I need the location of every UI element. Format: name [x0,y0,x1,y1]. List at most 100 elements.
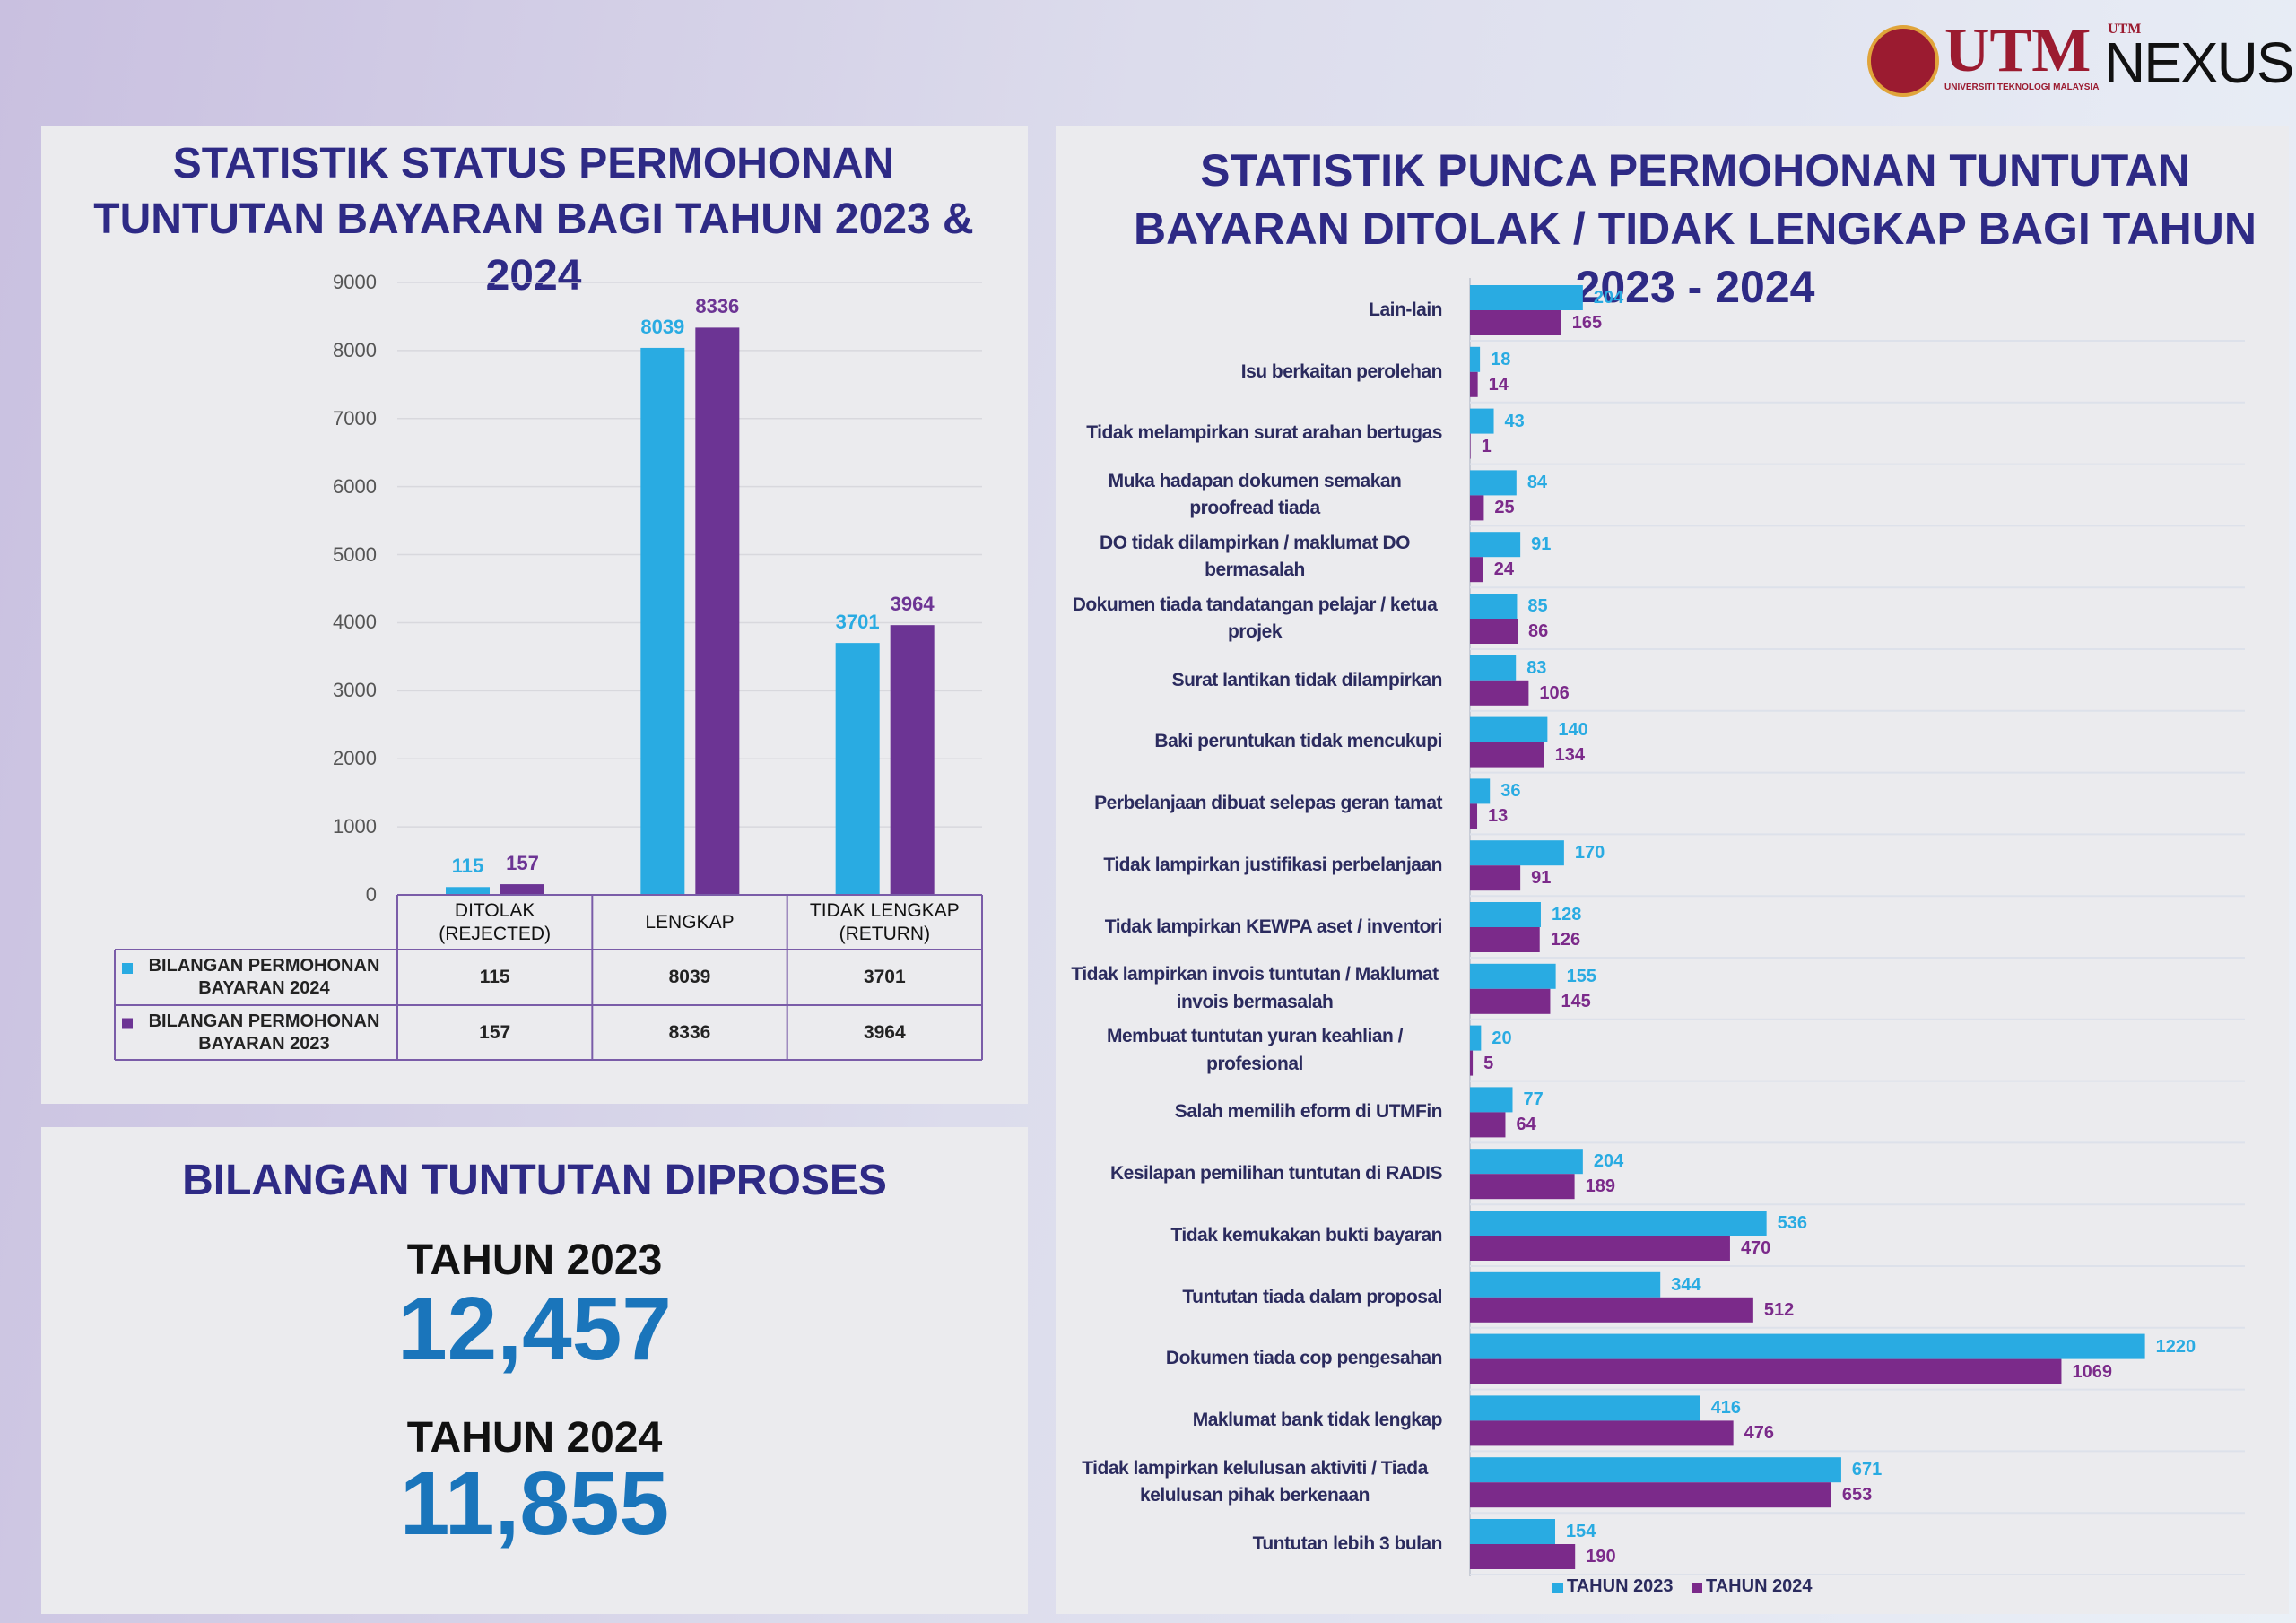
summary-label: TAHUN 2023 [406,1237,663,1284]
table-cell: 3701 [863,967,906,987]
table-cell: 157 [479,1022,511,1043]
data-label: 13 [1488,806,1509,827]
bar [1470,865,1521,891]
data-label: 3701 [835,611,880,634]
bar [1470,557,1483,583]
x-tick-label: LENGKAP [645,911,735,933]
bar [835,643,880,895]
y-tick-label: 9000 [333,271,377,293]
status-title: STATISTIK STATUS PERMOHONAN TUNTUTAN BAY… [93,140,974,299]
data-label: 86 [1528,621,1549,641]
category-label: Tidak lampirkan kelulusan aktiviti / Tia… [1082,1457,1428,1506]
bar [1470,716,1548,742]
bar [1470,1358,2062,1384]
category-label: Kesilapan pemilihan tuntutan di RADIS [1109,1162,1443,1184]
data-label: 155 [1566,966,1596,986]
bar [1470,1297,1753,1323]
status-panel [41,126,1028,1104]
y-tick-label: 0 [365,883,377,906]
category-label: Tuntutan tiada dalam proposal [1182,1286,1442,1307]
category-label: Tidak lampirkan KEWPA aset / inventori [1104,916,1443,937]
category-label: Tuntutan lebih 3 bulan [1252,1532,1443,1554]
bar [1470,778,1491,804]
legend-label: BILANGAN PERMOHONAN BAYARAN 2024 [148,956,380,998]
data-label: 14 [1488,374,1509,395]
bar [695,327,740,895]
data-label: 190 [1586,1547,1616,1567]
bar [1470,495,1484,521]
data-label: 476 [1744,1423,1775,1444]
bar [1470,680,1529,706]
bar [1470,742,1544,768]
category-label: Dokumen tiada tandatangan pelajar / ketu… [1072,594,1438,642]
bar [1470,655,1517,681]
data-label: 204 [1593,288,1624,308]
bar [890,625,935,895]
summary-value: 11,855 [399,1454,670,1554]
category-label: Tidak lampirkan justifikasi perbelanjaan [1103,854,1442,875]
data-label: 8336 [695,295,740,318]
data-label: 416 [1710,1398,1741,1419]
summary-title: BILANGAN TUNTUTAN DIPROSES [182,1157,887,1204]
table-cell: 8039 [668,967,711,987]
bar [1470,988,1551,1014]
y-tick-label: 1000 [333,815,377,838]
bar [1470,1236,1730,1261]
category-label: Maklumat bank tidak lengkap [1192,1410,1443,1431]
bar [446,887,490,895]
data-label: 115 [451,855,484,878]
legend-label: TAHUN 2024 [1706,1576,1813,1596]
legend-label: TAHUN 2023 [1567,1576,1674,1596]
data-label: 1 [1481,436,1492,456]
data-label: 128 [1551,905,1582,924]
data-label: 344 [1671,1274,1701,1295]
data-label: 85 [1527,596,1548,616]
data-label: 140 [1558,719,1588,740]
table-cell: 3964 [863,1022,906,1043]
bar [1470,470,1517,496]
data-label: 671 [1851,1460,1883,1480]
bar [1470,619,1518,644]
category-label: Salah memilih eform di UTMFin [1174,1101,1443,1123]
data-label: 24 [1493,560,1515,580]
category-label: Lain-lain [1369,299,1442,320]
y-tick-label: 5000 [333,542,377,566]
data-label: 36 [1500,781,1521,802]
cause-title: STATISTIK PUNCA PERMOHONAN TUNTUTAN BAYA… [1134,145,2257,312]
logo-small: UTM [2108,22,2142,37]
bar [1470,285,1583,310]
bar [1470,1149,1583,1175]
category-label: Tidak melampirkan surat arahan bertugas [1086,422,1442,444]
bar [1470,1395,1700,1421]
data-label: 83 [1526,657,1547,678]
summary-value: 12,457 [397,1279,672,1379]
category-label: Perbelanjaan dibuat selepas geran tamat [1094,793,1442,814]
data-label: 18 [1491,349,1511,369]
category-label: Muka hadapan dokumen semakan proofread t… [1108,470,1402,519]
bar [1470,594,1518,619]
legend-swatch [122,963,133,974]
y-tick-label: 8000 [333,338,377,361]
bar [1470,840,1564,866]
legend-label: BILANGAN PERMOHONAN BAYARAN 2023 [148,1011,380,1054]
y-tick-label: 4000 [333,611,377,634]
bar [1470,1420,1734,1446]
category-label: DO tidak dilampirkan / maklumat DO berma… [1100,532,1410,581]
bar [1470,310,1561,335]
data-label: 470 [1740,1238,1771,1258]
bar [1470,1482,1831,1508]
bar [1470,927,1540,952]
bar [1470,433,1471,459]
data-label: 3964 [890,593,935,616]
legend-swatch [1692,1583,1702,1593]
table-cell: 8336 [668,1022,711,1043]
bar [1470,803,1478,829]
data-label: 204 [1593,1151,1624,1172]
logo-product: NEXUS [2104,30,2294,95]
data-label: 536 [1777,1213,1808,1233]
data-label: 145 [1561,991,1591,1011]
bar [1470,1174,1575,1200]
bar [1470,1112,1506,1138]
category-label: Isu berkaitan perolehan [1240,360,1443,382]
bar [1470,408,1494,434]
